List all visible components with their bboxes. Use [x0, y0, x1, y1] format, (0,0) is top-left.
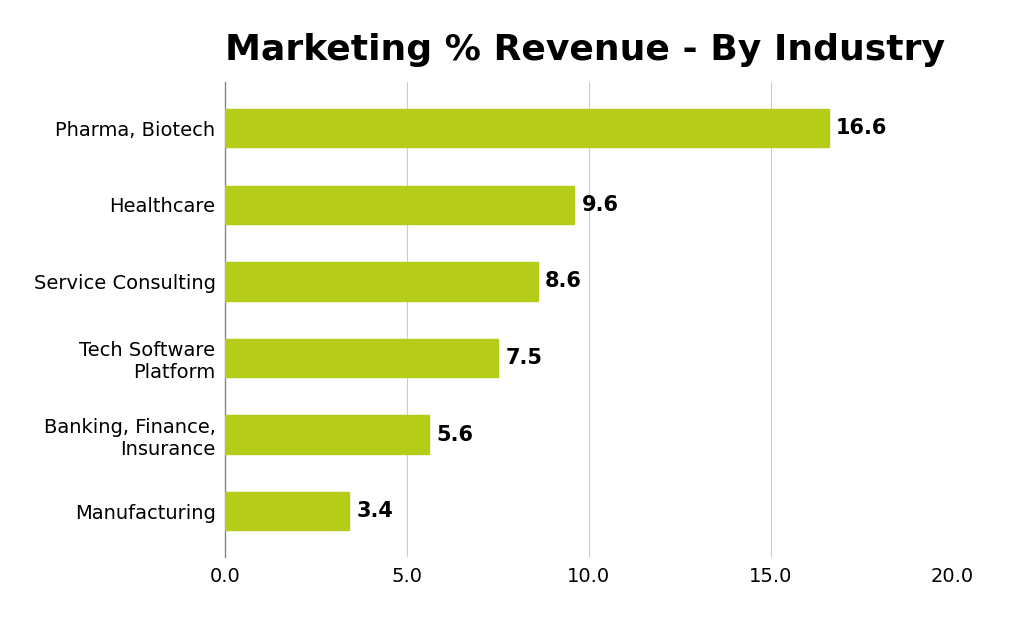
Text: 3.4: 3.4: [356, 501, 393, 521]
Bar: [225, 109, 828, 147]
Bar: [225, 339, 498, 377]
Text: 7.5: 7.5: [505, 348, 542, 368]
Bar: [225, 262, 538, 301]
Bar: [225, 415, 429, 454]
Text: 8.6: 8.6: [545, 272, 582, 291]
Text: 16.6: 16.6: [836, 118, 888, 138]
Bar: [225, 185, 574, 224]
Text: 9.6: 9.6: [582, 195, 618, 215]
Text: Marketing % Revenue - By Industry: Marketing % Revenue - By Industry: [225, 33, 945, 67]
Text: 5.6: 5.6: [436, 425, 473, 444]
Bar: [225, 492, 349, 530]
